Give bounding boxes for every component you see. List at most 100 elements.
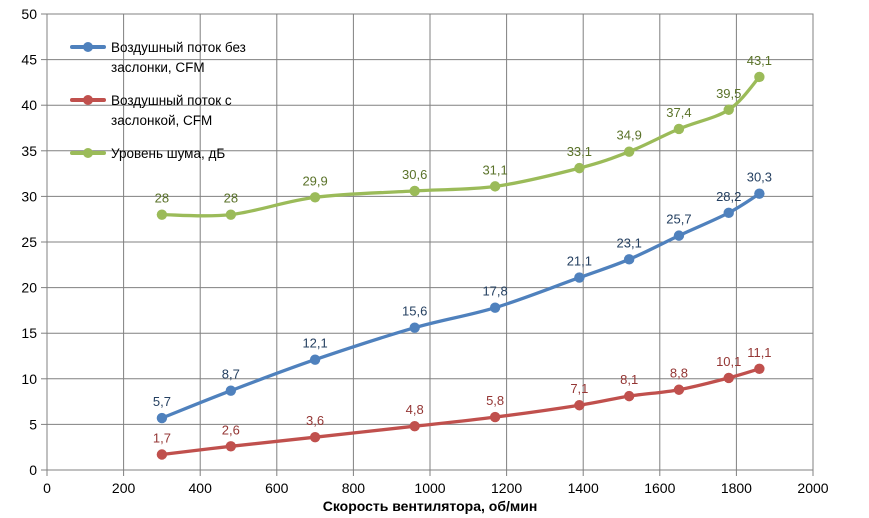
data-point-marker <box>623 146 635 157</box>
data-point-marker <box>673 123 685 135</box>
data-label: 39,5 <box>716 86 741 101</box>
data-point-marker <box>623 390 635 402</box>
data-point-marker <box>409 185 420 197</box>
data-point-marker <box>723 207 734 219</box>
data-label: 29,9 <box>302 173 327 188</box>
data-point-marker <box>574 272 585 283</box>
legend-line-marker-icon <box>70 41 106 52</box>
data-point-marker <box>156 209 168 220</box>
y-tick-label: 10 <box>21 371 37 387</box>
data-point-marker <box>754 363 765 374</box>
data-point-marker <box>754 71 765 83</box>
legend-dot-icon <box>83 41 93 52</box>
legend-item-noise-level: Уровень шума, дБ <box>70 144 287 164</box>
data-point-marker <box>754 188 765 199</box>
data-point-marker <box>723 104 734 115</box>
series-1: 1,7 2,6 3,6 4,8 5,8 7,1 8,1 8,8 10,1 11,1 <box>153 345 772 460</box>
data-label: 28 <box>224 191 238 206</box>
data-point-marker <box>225 385 237 396</box>
legend-line-marker-icon <box>70 94 106 105</box>
x-tick-label: 600 <box>265 480 289 496</box>
legend: Воздушный поток без заслонки, CFM Воздуш… <box>70 38 287 164</box>
x-tick-label: 1200 <box>491 480 522 496</box>
data-point-marker <box>409 322 420 333</box>
data-label: 31,1 <box>482 162 507 177</box>
data-label: 12,1 <box>302 336 327 351</box>
data-point-marker <box>225 209 237 220</box>
y-tick-label: 0 <box>29 462 37 478</box>
data-point-marker <box>156 449 168 460</box>
x-tick-label: 200 <box>112 480 136 496</box>
data-label: 30,3 <box>747 170 772 185</box>
x-axis-title: Скорость вентилятора, об/мин <box>322 498 538 514</box>
y-tick-label: 35 <box>21 143 37 159</box>
data-label: 1,7 <box>153 430 171 445</box>
data-label: 21,1 <box>567 254 592 269</box>
legend-line-marker-icon <box>70 147 106 158</box>
data-point-marker <box>309 354 321 365</box>
data-label: 15,6 <box>402 304 427 319</box>
y-tick-label: 40 <box>21 97 37 113</box>
data-point-marker <box>225 441 237 452</box>
data-label: 10,1 <box>716 354 741 369</box>
data-point-marker <box>309 431 321 443</box>
series-line <box>160 192 762 420</box>
data-point-marker <box>623 254 635 265</box>
x-tick-label: 0 <box>43 480 51 496</box>
y-tick-label: 15 <box>21 325 37 341</box>
data-label: 3,6 <box>306 413 324 428</box>
x-tick-label: 800 <box>342 480 366 496</box>
data-label: 11,1 <box>747 345 771 360</box>
series-line <box>160 367 762 457</box>
data-label: 8,7 <box>222 367 240 382</box>
data-label: 34,9 <box>617 128 642 143</box>
x-tick-label: 1400 <box>568 480 599 496</box>
data-label: 43,1 <box>747 53 772 68</box>
y-tick-label: 45 <box>21 52 37 68</box>
data-label: 5,7 <box>153 394 171 409</box>
x-tick-label: 1800 <box>721 480 752 496</box>
data-point-marker <box>309 192 321 203</box>
data-label: 2,6 <box>222 422 240 437</box>
data-label: 7,1 <box>570 381 588 396</box>
legend-dot-icon <box>83 147 93 158</box>
data-label: 4,8 <box>406 402 424 417</box>
data-label: 33,1 <box>567 144 592 159</box>
data-label: 17,8 <box>482 284 507 299</box>
y-tick-label: 5 <box>29 416 37 432</box>
data-label: 28 <box>155 191 169 206</box>
data-point-marker <box>574 400 585 411</box>
x-tick-label: 1600 <box>644 480 675 496</box>
x-tick-label: 400 <box>189 480 213 496</box>
data-point-marker <box>489 181 501 192</box>
series-line <box>160 75 762 218</box>
legend-label-airflow-with-damper: Воздушный поток с заслонкой, CFM <box>111 93 232 128</box>
x-tick-label: 2000 <box>797 480 828 496</box>
data-point-marker <box>489 411 501 423</box>
data-point-marker <box>489 302 501 313</box>
data-point-marker <box>723 372 734 384</box>
data-point-marker <box>156 412 168 424</box>
legend-label-noise-level: Уровень шума, дБ <box>111 146 226 161</box>
legend-item-airflow-with-damper: Воздушный поток с заслонкой, CFM <box>70 91 287 131</box>
y-tick-label: 20 <box>21 280 37 296</box>
legend-dot-icon <box>83 94 93 105</box>
data-label: 8,1 <box>620 372 638 387</box>
data-point-marker <box>409 421 420 432</box>
data-label: 23,1 <box>617 235 642 250</box>
data-point-marker <box>574 162 585 174</box>
series-2: 28 28 29,9 30,6 31,1 33,1 34,9 37,4 39,5 43,1 <box>155 53 772 220</box>
data-label: 8,8 <box>670 366 688 381</box>
y-tick-label: 25 <box>21 234 37 250</box>
legend-label-airflow-no-damper: Воздушный поток без заслонки, CFM <box>111 40 246 75</box>
data-label: 30,6 <box>402 167 427 182</box>
data-label: 25,7 <box>666 212 691 227</box>
plot-border <box>46 13 814 471</box>
series-0: 5,7 8,7 12,1 15,6 17,8 21,1 23,1 25,7 28,2 30,3 <box>153 170 772 424</box>
data-label: 28,2 <box>716 189 741 204</box>
data-label: 5,8 <box>486 393 504 408</box>
data-point-marker <box>673 384 685 395</box>
